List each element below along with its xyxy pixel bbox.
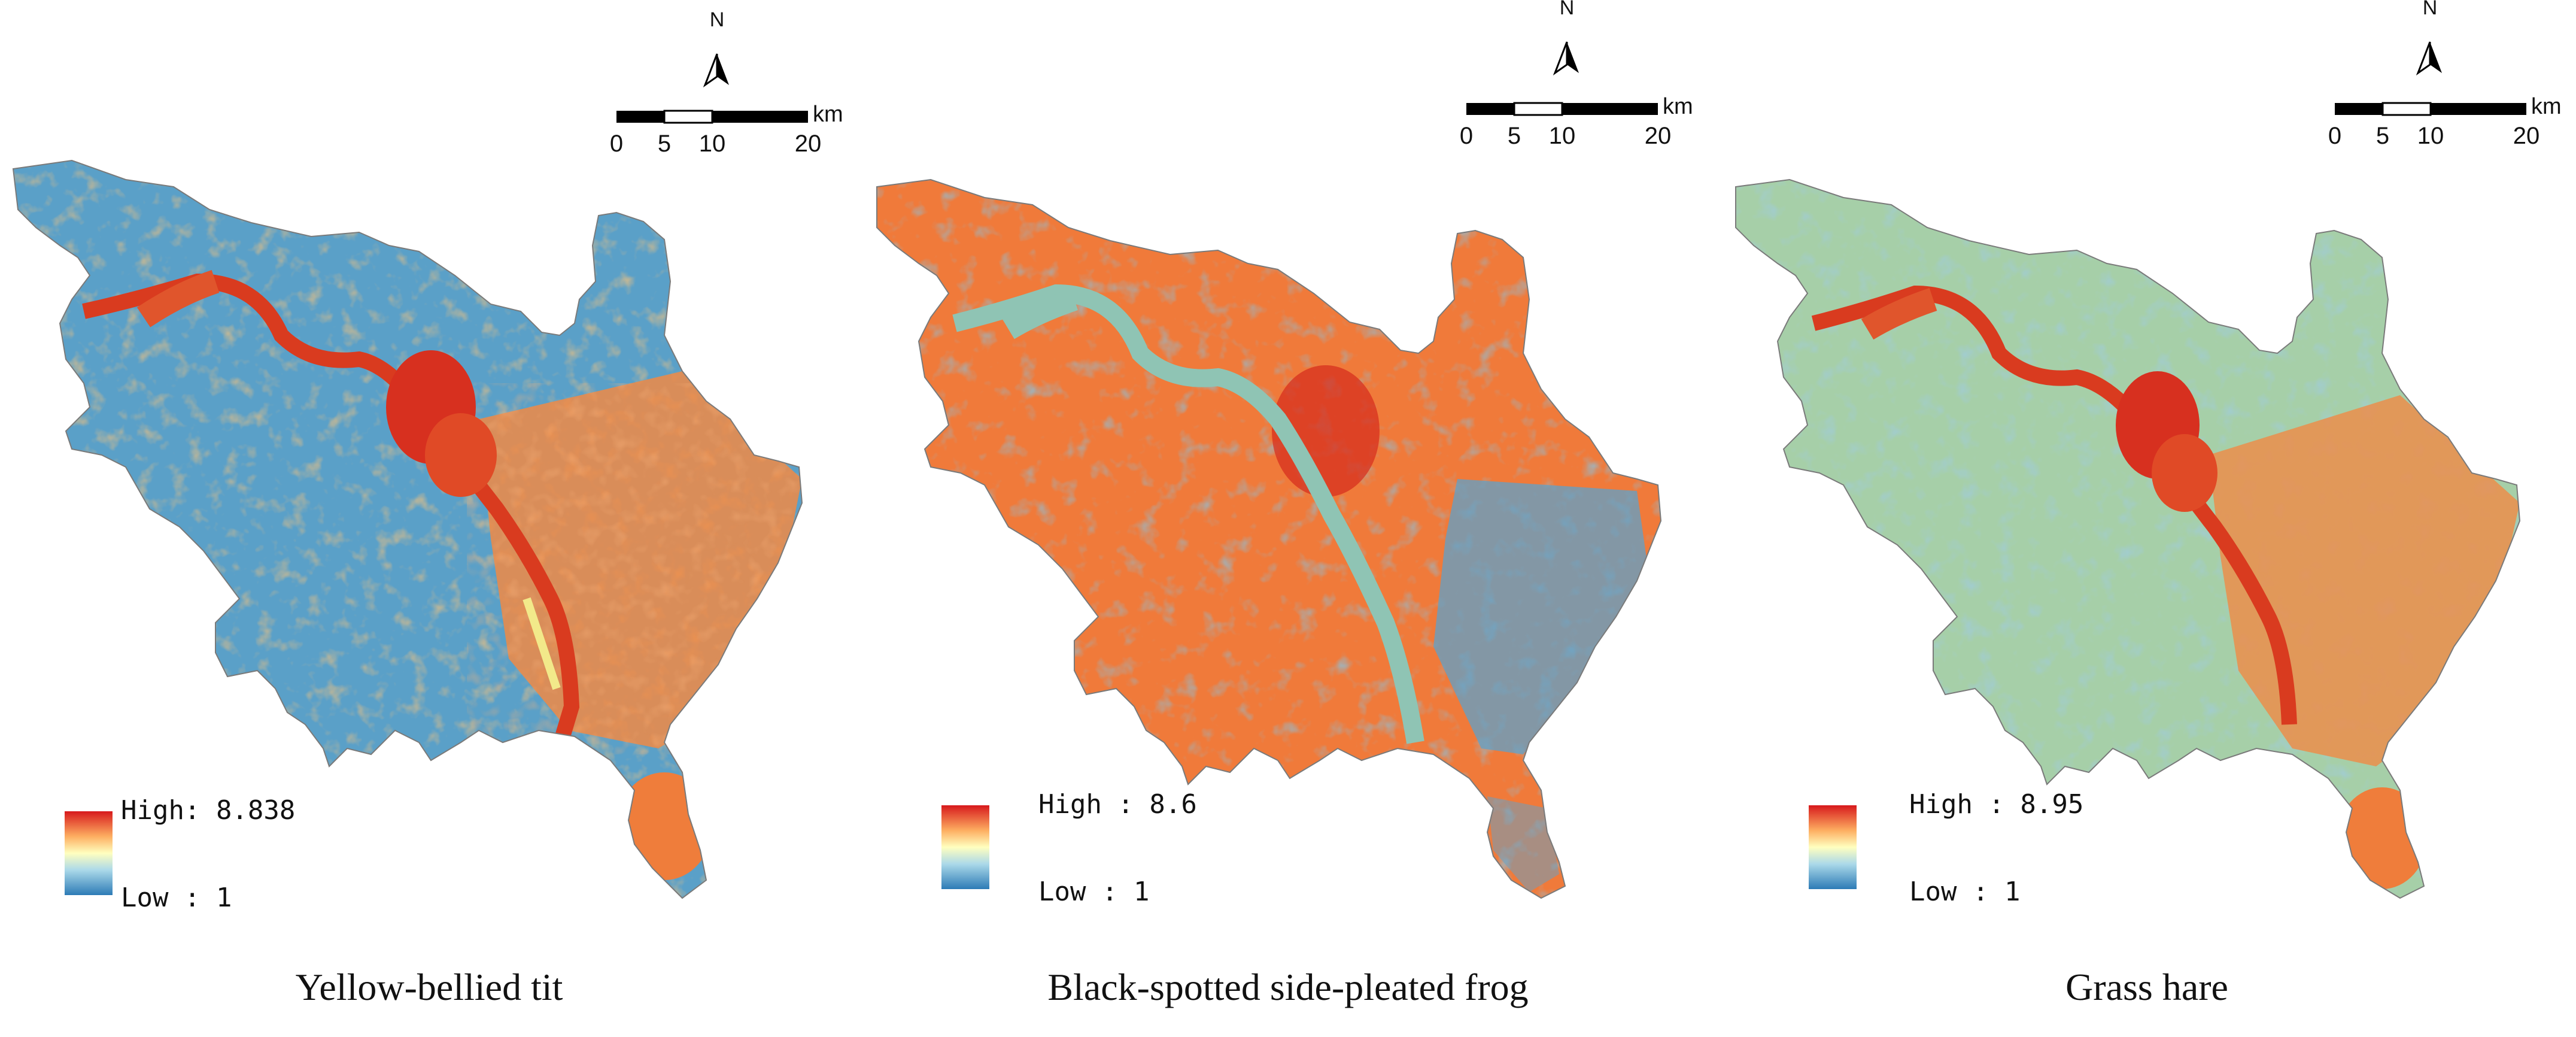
scale-tick: 5 xyxy=(1507,123,1521,149)
scale-tick: 0 xyxy=(1459,123,1474,149)
scale-bar xyxy=(1466,102,1658,116)
north-arrow-icon xyxy=(1553,41,1579,76)
scale-bar xyxy=(2335,102,2526,116)
scale-tick: 20 xyxy=(794,131,822,157)
scale-tick: 10 xyxy=(1548,123,1576,149)
map-caption: Yellow-bellied tit xyxy=(295,966,563,1008)
map-caption: Grass hare xyxy=(2065,966,2228,1008)
legend-high-label: High : 8.95 xyxy=(1909,789,2084,820)
scale-unit: km xyxy=(813,102,843,127)
legend-color-ramp xyxy=(941,805,989,889)
legend-high-label: High: 8.838 xyxy=(121,795,296,826)
north-arrow-icon xyxy=(703,53,729,88)
map-caption: Black-spotted side-pleated frog xyxy=(1047,966,1529,1008)
scale-unit: km xyxy=(1663,94,1693,119)
scale-tick: 0 xyxy=(609,131,624,157)
scale-tick: 5 xyxy=(657,131,672,157)
map-panel-black-spotted-frog: N km 0 5 10 20 High : 8.6 Low : 1 Black-… xyxy=(859,0,1717,1037)
scale-tick: 20 xyxy=(2513,123,2540,149)
scale-tick: 20 xyxy=(1644,123,1672,149)
suitability-map xyxy=(1735,41,2526,899)
legend-color-ramp xyxy=(1809,805,1857,889)
scale-bar xyxy=(616,110,808,124)
suitability-map xyxy=(876,41,1662,899)
scale-tick: 10 xyxy=(698,131,726,157)
legend-color-ramp xyxy=(65,811,113,895)
scale-tick: 0 xyxy=(2328,123,2342,149)
north-arrow-icon xyxy=(2416,41,2442,76)
legend-low-label: Low : 1 xyxy=(121,883,232,913)
suitability-map xyxy=(12,53,808,899)
legend-low-label: Low : 1 xyxy=(1038,877,1150,907)
north-label: N xyxy=(1559,0,1575,19)
scale-tick: 10 xyxy=(2417,123,2444,149)
north-label: N xyxy=(709,8,725,31)
legend-high-label: High : 8.6 xyxy=(1038,789,1197,820)
scale-tick: 5 xyxy=(2375,123,2390,149)
legend-low-label: Low : 1 xyxy=(1909,877,2021,907)
map-panel-grass-hare: N km 0 5 10 20 High : 8.95 Low : 1 Grass… xyxy=(1718,0,2576,1037)
map-panel-yellow-bellied-tit: N km 0 5 10 20 High: 8.838 Low : 1 Yello… xyxy=(0,0,858,1037)
scale-unit: km xyxy=(2531,94,2562,119)
north-label: N xyxy=(2422,0,2438,19)
